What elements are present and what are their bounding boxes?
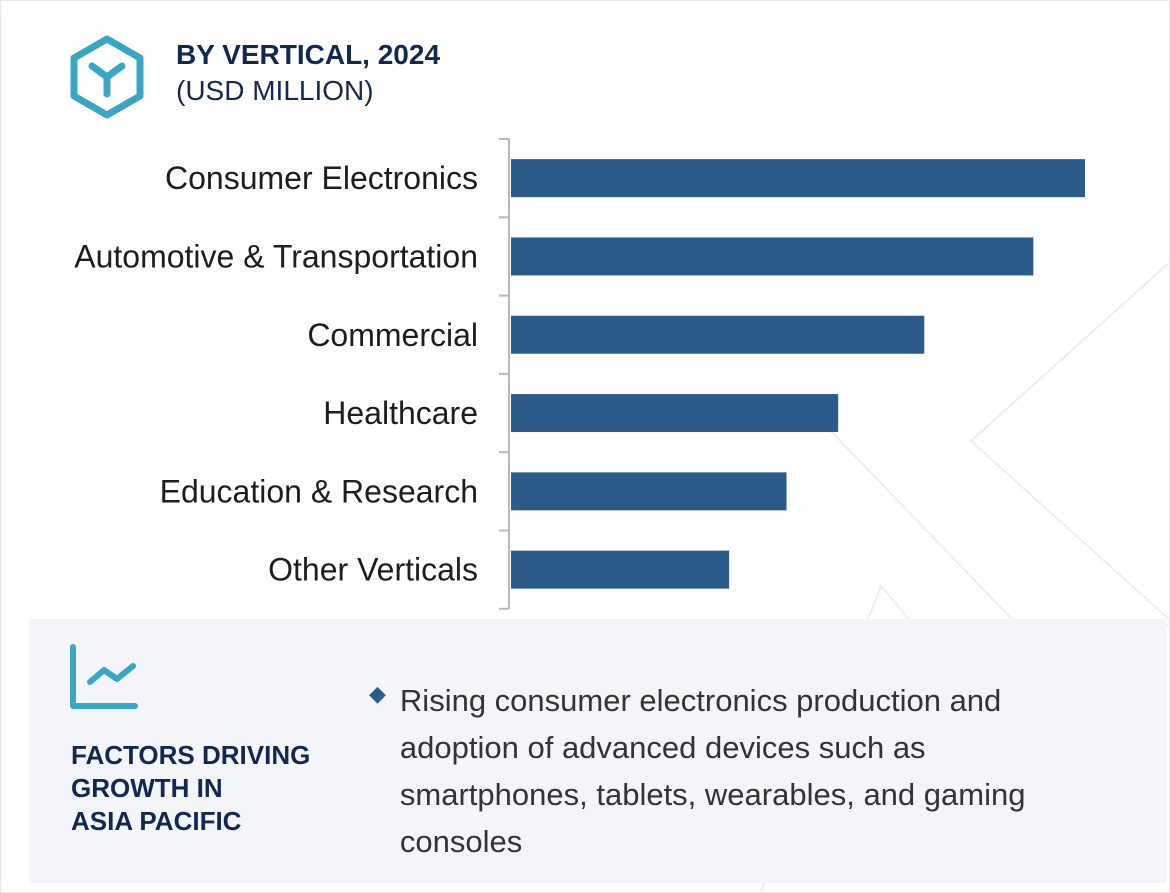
category-label: Other Verticals <box>268 552 478 588</box>
category-label: Commercial <box>307 317 478 353</box>
category-label: Education & Research <box>160 473 478 509</box>
bar <box>511 159 1085 198</box>
bar <box>511 550 730 589</box>
panel-title-line: FACTORS DRIVING <box>71 740 311 770</box>
chart-title: BY VERTICAL, 2024 <box>176 39 441 70</box>
diamond-bullet-icon: ◆ <box>369 681 386 706</box>
chart-subtitle: (USD MILLION) <box>176 75 374 106</box>
category-label: Automotive & Transportation <box>74 238 478 274</box>
category-label: Consumer Electronics <box>165 160 478 196</box>
category-label: Healthcare <box>323 395 478 431</box>
panel-title: FACTORS DRIVING GROWTH IN ASIA PACIFIC <box>71 739 331 838</box>
bullet-item: ◆ Rising consumer electronics production… <box>369 677 1109 865</box>
bar <box>511 394 839 433</box>
trend-chart-icon <box>70 644 138 709</box>
growth-factors-panel: FACTORS DRIVING GROWTH IN ASIA PACIFIC ◆… <box>29 619 1166 883</box>
bar <box>511 237 1034 276</box>
bar <box>511 472 787 511</box>
hexagon-y-icon <box>70 35 144 119</box>
panel-title-line: ASIA PACIFIC <box>71 806 242 836</box>
bar-chart: Consumer Electronics Automotive & Transpo… <box>74 138 1085 610</box>
panel-title-line: GROWTH IN <box>71 773 223 803</box>
bar <box>511 315 925 354</box>
bullet-text: Rising consumer electronics production a… <box>399 683 1026 859</box>
